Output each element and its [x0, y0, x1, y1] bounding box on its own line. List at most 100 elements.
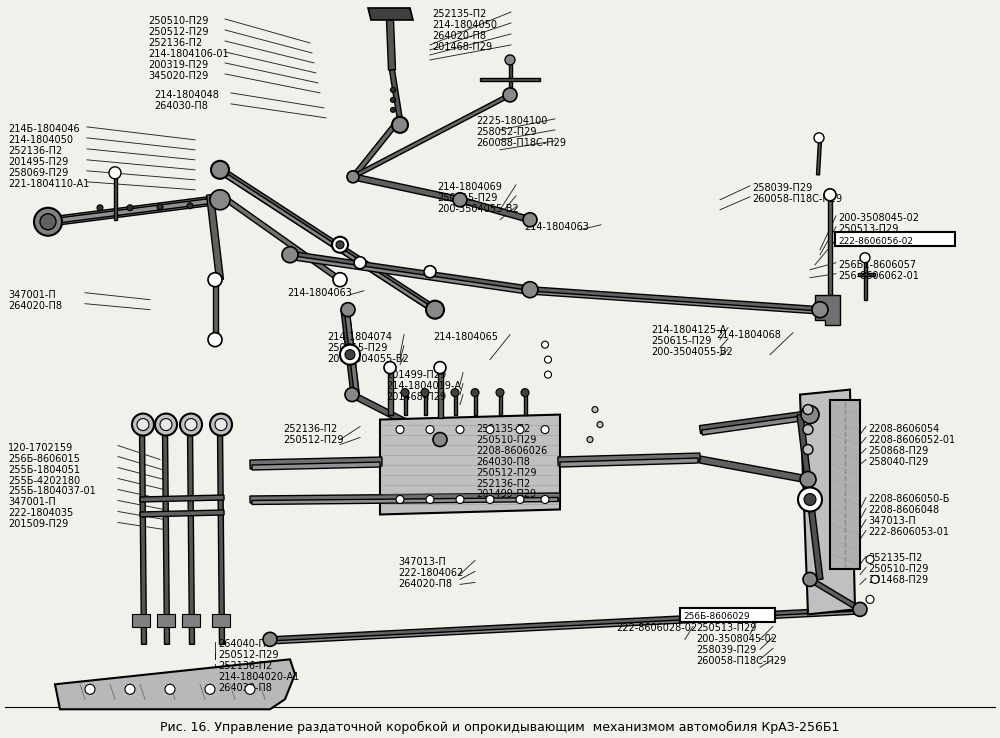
Circle shape: [396, 426, 404, 433]
Polygon shape: [509, 60, 512, 88]
Text: 214-1804069: 214-1804069: [437, 182, 502, 192]
Text: 214-1804063: 214-1804063: [287, 288, 352, 297]
Polygon shape: [140, 430, 146, 644]
Circle shape: [210, 413, 232, 435]
Polygon shape: [221, 171, 438, 314]
Text: 214-1804048: 214-1804048: [154, 90, 219, 100]
Circle shape: [516, 426, 524, 433]
Text: 260058-П18С-П29: 260058-П18С-П29: [752, 194, 842, 204]
Text: 347013-П: 347013-П: [398, 557, 446, 568]
Circle shape: [804, 494, 816, 506]
Polygon shape: [864, 260, 866, 300]
Polygon shape: [218, 430, 224, 644]
Polygon shape: [817, 139, 821, 175]
Circle shape: [853, 602, 867, 616]
Circle shape: [471, 389, 479, 396]
Text: 2225-1804100: 2225-1804100: [476, 116, 547, 126]
Text: 255Б-1804051: 255Б-1804051: [8, 464, 80, 475]
Polygon shape: [498, 395, 502, 415]
Text: 252136-П2: 252136-П2: [476, 478, 530, 489]
Circle shape: [127, 204, 133, 211]
Circle shape: [215, 418, 227, 430]
Polygon shape: [800, 390, 855, 614]
Text: 258069-П29: 258069-П29: [8, 168, 68, 178]
Circle shape: [345, 387, 359, 401]
Text: 200-3508045-02: 200-3508045-02: [696, 635, 777, 644]
Polygon shape: [424, 395, 426, 415]
Text: Рис. 16. Управление раздаточной коробкой и опрокидывающим  механизмом автомобиля: Рис. 16. Управление раздаточной коробкой…: [160, 721, 840, 734]
Text: 260088-П18С-П29: 260088-П18С-П29: [476, 138, 566, 148]
Circle shape: [812, 302, 828, 317]
Text: 222-8606053-01: 222-8606053-01: [868, 528, 949, 537]
Circle shape: [208, 333, 222, 347]
Circle shape: [392, 117, 408, 133]
Bar: [835, 232, 955, 246]
Text: 214-1804106-01: 214-1804106-01: [148, 49, 229, 59]
Circle shape: [544, 371, 552, 378]
Text: 201468-П29: 201468-П29: [386, 392, 446, 401]
Text: 264040-П8: 264040-П8: [218, 639, 272, 649]
Text: 347001-П: 347001-П: [8, 290, 56, 300]
Text: 252136-П2: 252136-П2: [148, 38, 202, 48]
Polygon shape: [560, 458, 698, 467]
Circle shape: [434, 362, 446, 373]
Circle shape: [165, 684, 175, 694]
Text: 250513-П29: 250513-П29: [838, 224, 898, 234]
Circle shape: [544, 356, 552, 363]
Circle shape: [208, 273, 222, 286]
Circle shape: [541, 495, 549, 503]
Circle shape: [401, 389, 409, 396]
Circle shape: [341, 303, 355, 317]
Text: 250615-П29: 250615-П29: [437, 193, 497, 203]
Text: 200-3508045-02: 200-3508045-02: [838, 213, 919, 223]
Text: 250868-П29: 250868-П29: [868, 446, 928, 455]
Polygon shape: [352, 93, 511, 179]
Text: 250510-П29: 250510-П29: [148, 16, 208, 26]
Text: 201499-П29: 201499-П29: [386, 370, 446, 379]
Circle shape: [282, 246, 298, 263]
Circle shape: [597, 421, 603, 427]
Circle shape: [390, 87, 396, 92]
Text: 252135-П2: 252135-П2: [476, 424, 530, 433]
Text: 222-8606056-02: 222-8606056-02: [838, 237, 919, 246]
Text: 256Б-8606029: 256Б-8606029: [683, 613, 750, 621]
Circle shape: [456, 495, 464, 503]
Polygon shape: [207, 194, 223, 280]
Circle shape: [521, 389, 529, 396]
Polygon shape: [188, 430, 194, 644]
Circle shape: [522, 282, 538, 297]
Text: 258040-П29: 258040-П29: [868, 457, 928, 466]
Circle shape: [384, 362, 396, 373]
Circle shape: [803, 404, 813, 415]
Text: 222-8606028-02: 222-8606028-02: [616, 624, 697, 633]
Polygon shape: [212, 614, 230, 627]
Text: 258052-П29: 258052-П29: [476, 127, 536, 137]
Text: 214-1804074: 214-1804074: [327, 331, 392, 342]
Circle shape: [798, 488, 822, 511]
Circle shape: [125, 684, 135, 694]
Circle shape: [390, 97, 396, 103]
Polygon shape: [699, 410, 811, 433]
Circle shape: [503, 88, 517, 102]
Circle shape: [803, 424, 813, 435]
Text: 201468-П29: 201468-П29: [868, 576, 928, 585]
Text: 200-3504055-В2: 200-3504055-В2: [327, 354, 409, 364]
Polygon shape: [272, 611, 862, 644]
Text: 255Б-1804037-01: 255Б-1804037-01: [8, 486, 96, 497]
Circle shape: [263, 632, 277, 646]
Polygon shape: [140, 495, 224, 502]
Text: 2208-8606050-Б: 2208-8606050-Б: [868, 494, 950, 505]
Circle shape: [541, 426, 549, 433]
Circle shape: [866, 596, 874, 604]
Circle shape: [426, 300, 444, 319]
Polygon shape: [351, 392, 441, 442]
Polygon shape: [218, 167, 437, 313]
Circle shape: [345, 350, 355, 359]
Polygon shape: [532, 292, 822, 314]
Text: 214-1804063: 214-1804063: [524, 222, 589, 232]
Circle shape: [333, 273, 347, 286]
Polygon shape: [699, 456, 809, 483]
Circle shape: [426, 495, 434, 503]
Polygon shape: [292, 256, 532, 294]
Circle shape: [486, 495, 494, 503]
